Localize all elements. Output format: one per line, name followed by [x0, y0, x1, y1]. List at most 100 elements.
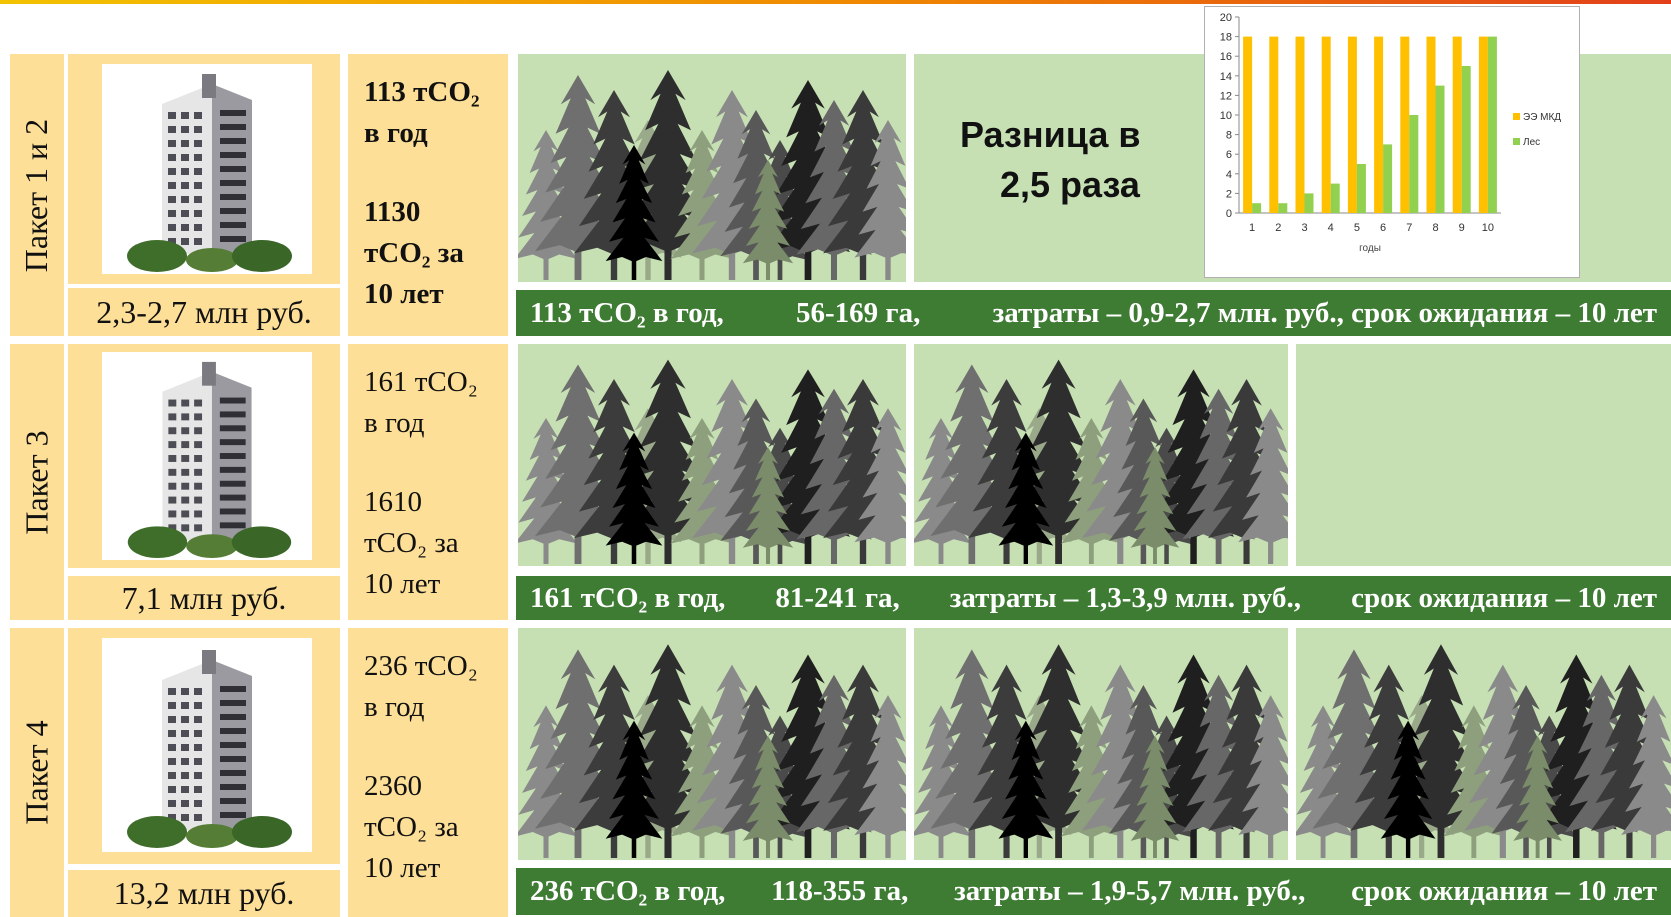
bar-mkd-9 [1452, 36, 1462, 213]
summary-wait: срок ожидания – 10 лет [1351, 581, 1657, 614]
building-photo-1 [102, 64, 312, 274]
x-tick-label: 3 [1301, 222, 1307, 234]
summary-area: 118-355 га, [771, 875, 909, 907]
bar-mkd-8 [1426, 36, 1436, 213]
chart-y-axis: 0 2 4 6 8 10 12 14 16 18 20 [1220, 12, 1240, 220]
co2-year-unit: в год [364, 117, 428, 149]
co2-total-unit: тCO₂ за [364, 811, 459, 843]
bar-forest-1 [1252, 203, 1262, 213]
co2-info-1: 113 тCO₂ в год 1130 тCO₂ за 10 лет [348, 54, 508, 336]
forest-block-2-1 [518, 344, 906, 566]
y-tick-label: 18 [1220, 32, 1232, 44]
growth-chart: 0 2 4 6 8 10 12 14 16 18 20 1 2 3 4 5 6 7 8 9 10 годы ЭЭ МКД Ле… [1204, 6, 1580, 278]
co2-year-value: 161 тCO₂ [364, 366, 478, 398]
y-tick-label: 0 [1226, 208, 1232, 220]
bar-forest-3 [1304, 193, 1314, 213]
y-tick-label: 20 [1220, 12, 1232, 24]
building-photo-3 [102, 638, 312, 852]
co2-total-period: 10 лет [364, 568, 441, 600]
x-tick-label: 10 [1482, 222, 1494, 234]
co2-year-unit: в год [364, 691, 425, 723]
empty-forest-slot [1296, 344, 1671, 566]
forest-icon [518, 644, 906, 858]
bar-mkd-2 [1269, 36, 1279, 213]
x-tick-label: 7 [1406, 222, 1412, 234]
package-cost-3: 13,2 млн руб. [68, 870, 340, 917]
co2-total-unit: тCO₂ за [364, 237, 464, 269]
building-frame-2 [68, 344, 340, 568]
y-tick-label: 4 [1226, 169, 1232, 181]
bar-forest-2 [1278, 203, 1288, 213]
summary-co2: 236 тCO₂ в год, [530, 875, 726, 907]
co2-total-unit: тCO₂ за [364, 527, 459, 559]
y-tick-label: 8 [1226, 130, 1232, 142]
co2-info-3: 236 тCO₂ в год 2360 тCO₂ за 10 лет [348, 628, 508, 917]
package-label-1: Пакет 1 и 2 [10, 54, 64, 336]
building-icon [127, 74, 292, 272]
building-icon [127, 650, 292, 848]
bar-forest-7 [1409, 115, 1419, 213]
package-cost-text: 7,1 млн руб. [121, 579, 287, 616]
summary-bar-1: 113 тCO₂ в год, 56-169 га, затраты – 0,9… [516, 290, 1671, 336]
summary-area: 56-169 га, [796, 296, 921, 329]
x-tick-label: 4 [1328, 222, 1334, 234]
bar-forest-4 [1330, 183, 1340, 213]
bar-forest-6 [1383, 144, 1393, 213]
forest-icon [914, 359, 1288, 565]
summary-co2: 161 тCO₂ в год, [530, 581, 726, 614]
package-label-2: Пакет 3 [10, 344, 64, 620]
bar-mkd-4 [1321, 36, 1331, 213]
co2-total-period: 10 лет [364, 852, 441, 884]
x-tick-label: 8 [1432, 222, 1438, 234]
bar-mkd-6 [1374, 36, 1384, 213]
bar-forest-8 [1435, 85, 1445, 213]
co2-total-value: 1130 [364, 196, 421, 228]
difference-line2: 2,5 раза [1000, 164, 1140, 205]
x-tick-label: 9 [1459, 222, 1465, 234]
bar-mkd-10 [1478, 36, 1488, 213]
package-label-text: Пакет 4 [18, 720, 55, 825]
top-accent-line [0, 0, 1671, 4]
bar-mkd-5 [1347, 36, 1357, 213]
building-frame-3 [68, 628, 340, 864]
forest-icon [914, 644, 1288, 858]
forest-block-3-2 [914, 628, 1288, 860]
bar-mkd-7 [1400, 36, 1410, 213]
building-frame-1 [68, 54, 340, 284]
building-icon [127, 361, 292, 559]
x-tick-label: 2 [1275, 222, 1281, 234]
package-label-text: Пакет 1 и 2 [18, 118, 55, 272]
co2-total-value: 1610 [364, 486, 422, 518]
forest-block-3-3 [1296, 628, 1671, 860]
package-label-3: Пакет 4 [10, 628, 64, 917]
forest-icon [518, 359, 906, 565]
forest-icon [518, 70, 906, 280]
bar-forest-5 [1356, 164, 1366, 213]
x-tick-label: 5 [1354, 222, 1360, 234]
summary-wait: срок ожидания – 10 лет [1351, 875, 1657, 907]
package-cost-2: 7,1 млн руб. [68, 576, 340, 620]
forest-icon [1296, 644, 1671, 858]
summary-cost: затраты – 1,3-3,9 млн. руб., [949, 581, 1302, 614]
co2-year-unit: в год [364, 407, 425, 439]
summary-bar-2: 161 тCO₂ в год, 81-241 га, затраты – 1,3… [516, 576, 1671, 620]
y-tick-label: 12 [1220, 90, 1232, 102]
co2-total-value: 2360 [364, 770, 422, 802]
difference-line1: Разница в [960, 114, 1141, 155]
y-tick-label: 16 [1220, 51, 1232, 63]
summary-cost-wait: затраты – 0,9-2,7 млн. руб., срок ожидан… [992, 296, 1657, 329]
bar-forest-9 [1461, 66, 1471, 213]
difference-note: Разница в 2,5 раза [960, 110, 1180, 220]
summary-area: 81-241 га, [775, 581, 900, 614]
bar-mkd-3 [1295, 36, 1305, 213]
package-label-text: Пакет 3 [18, 429, 55, 535]
package-cost-text: 2,3-2,7 млн руб. [96, 293, 312, 330]
y-tick-label: 10 [1220, 110, 1232, 122]
legend-swatch [1513, 138, 1520, 145]
x-axis-label: годы [1359, 243, 1381, 254]
package-cost-1: 2,3-2,7 млн руб. [68, 288, 340, 336]
bar-forest-10 [1487, 36, 1497, 213]
forest-block-2-2 [914, 344, 1288, 566]
co2-year-value: 113 тCO₂ [364, 76, 480, 108]
